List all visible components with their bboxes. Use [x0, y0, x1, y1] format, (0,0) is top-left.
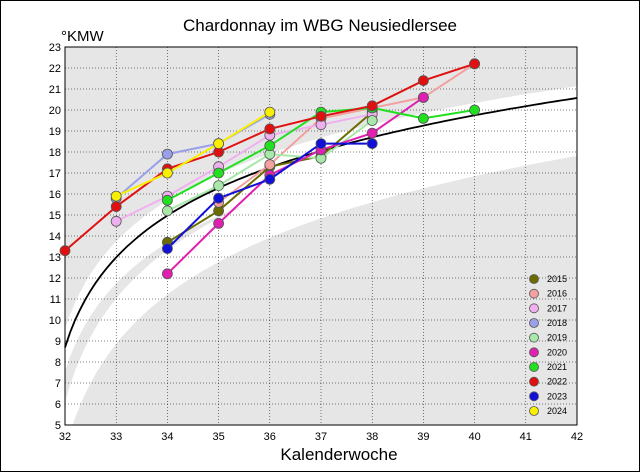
legend: 2015 2016 2017 2018 2019 2020 2021 2022 2023 2024	[529, 274, 567, 416]
y-tick-label: 15	[49, 210, 61, 222]
data-point	[213, 167, 225, 179]
y-tick-label: 5	[55, 420, 61, 432]
data-point	[110, 215, 122, 227]
data-point	[161, 268, 173, 280]
x-axis-label: Kalenderwoche	[280, 445, 397, 464]
data-point	[366, 100, 378, 112]
legend-marker	[529, 303, 539, 314]
data-point	[469, 58, 481, 70]
y-tick-label: 7	[55, 378, 61, 390]
x-tick-label: 41	[520, 431, 532, 443]
legend-label: 2022	[547, 377, 567, 387]
plot-area-border	[64, 46, 578, 426]
legend-marker	[529, 391, 539, 402]
y-tick-label: 21	[49, 84, 61, 96]
legend-label: 2021	[547, 362, 567, 372]
x-tick-label: 40	[468, 431, 480, 443]
data-point	[366, 115, 378, 126]
x-tick-label: 42	[571, 431, 583, 443]
data-point	[417, 75, 429, 86]
data-point	[264, 173, 276, 185]
data-point	[315, 138, 327, 150]
y-tick-label: 9	[55, 336, 61, 348]
series-line	[115, 113, 373, 223]
data-point	[59, 245, 71, 257]
legend-marker	[529, 288, 539, 299]
x-tick-label: 33	[110, 431, 122, 443]
legend-label: 2016	[547, 289, 567, 299]
data-point	[417, 92, 429, 103]
legend-marker	[529, 362, 539, 372]
legend-label: 2024	[547, 406, 567, 416]
legend-marker	[529, 274, 539, 284]
legend-marker	[529, 332, 539, 343]
x-tick-label: 39	[417, 431, 429, 443]
y-tick-label: 14	[49, 231, 61, 243]
data-point	[161, 167, 173, 179]
y-tick-label: 16	[49, 189, 61, 201]
series-2023	[161, 138, 378, 255]
series-2024	[110, 106, 276, 202]
y-tick-label: 17	[49, 168, 61, 180]
x-tick-label: 36	[264, 431, 276, 443]
data-point	[213, 138, 225, 150]
y-tick-label: 11	[50, 294, 61, 306]
data-point	[264, 123, 276, 135]
y-tick-label: 19	[49, 126, 61, 138]
data-point	[366, 127, 378, 139]
series-group	[59, 58, 481, 280]
data-point	[110, 190, 122, 202]
y-tick-label: 8	[55, 357, 61, 369]
y-tick-label: 22	[49, 63, 61, 75]
y-axis-label: °KMW	[61, 28, 104, 45]
data-point	[213, 180, 225, 192]
data-point	[110, 201, 122, 213]
data-point	[213, 192, 225, 204]
x-tick-label: 34	[161, 431, 173, 443]
legend-marker	[529, 347, 539, 358]
data-point	[366, 138, 378, 150]
legend-label: 2020	[547, 347, 567, 357]
series-2019	[161, 115, 378, 217]
legend-label: 2017	[547, 303, 567, 313]
data-point	[315, 110, 327, 122]
data-point	[161, 194, 173, 206]
legend-label: 2015	[547, 274, 567, 284]
y-tick-label: 6	[55, 399, 61, 411]
legend-label: 2023	[547, 391, 567, 401]
legend-label: 2019	[547, 333, 567, 343]
x-tick-label: 35	[212, 431, 224, 443]
y-tick-label: 23	[49, 42, 61, 54]
series-line	[218, 62, 476, 204]
y-tick-label: 13	[49, 252, 61, 264]
x-tick-label: 32	[59, 431, 71, 443]
data-point	[213, 217, 225, 229]
legend-marker	[529, 318, 539, 328]
x-tick-label: 38	[366, 431, 378, 443]
chart-title: Chardonnay im WBG Neusiedlersee	[183, 16, 457, 35]
data-point	[161, 148, 173, 160]
data-point	[417, 113, 429, 124]
series-line	[115, 111, 271, 198]
legend-label: 2018	[547, 318, 567, 328]
data-point	[264, 159, 276, 171]
data-point	[264, 140, 276, 152]
x-tick-label: 37	[315, 431, 327, 443]
legend-marker	[529, 376, 539, 387]
y-tick-label: 12	[49, 273, 61, 285]
data-point	[161, 205, 173, 217]
legend-marker	[529, 406, 539, 416]
data-point	[161, 243, 173, 255]
y-tick-label: 10	[49, 315, 61, 327]
y-tick-label: 18	[49, 147, 61, 159]
y-tick-label: 20	[49, 105, 61, 117]
data-point	[469, 104, 481, 116]
data-point	[264, 106, 276, 118]
